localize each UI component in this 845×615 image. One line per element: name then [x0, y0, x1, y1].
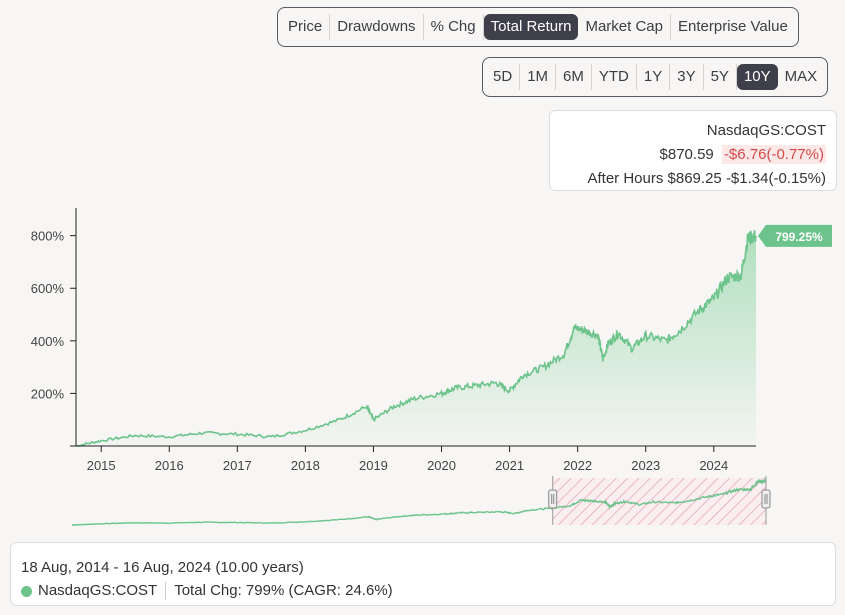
- y-tick-label: 400%: [31, 334, 65, 349]
- x-tick-label: 2022: [563, 458, 592, 473]
- after-hours-price: $869.25: [667, 170, 722, 187]
- summary-ticker: NasdaqGS:COST: [38, 582, 158, 599]
- series-color-dot: [21, 585, 32, 597]
- range-tabs: 5D 1M 6M YTD 1Y 3Y 5Y 10Y MAX: [482, 57, 829, 97]
- summary-divider: [165, 582, 167, 600]
- after-hours-label: After Hours: [587, 170, 664, 187]
- range-5d[interactable]: 5D: [486, 64, 521, 90]
- navigator-handle[interactable]: [548, 489, 558, 509]
- x-tick-label: 2018: [291, 458, 320, 473]
- summary-date-range: 18 Aug, 2014 - 16 Aug, 2024 (10.00 years…: [21, 559, 304, 576]
- tab-enterprise-value[interactable]: Enterprise Value: [678, 18, 788, 35]
- summary-panel: 18 Aug, 2014 - 16 Aug, 2024 (10.00 years…: [10, 542, 836, 606]
- quote-price: $870.59: [659, 146, 714, 163]
- y-tick-label: 600%: [31, 281, 65, 296]
- range-1m[interactable]: 1M: [520, 64, 557, 90]
- x-tick-label: 2017: [223, 458, 252, 473]
- y-tick-label: 200%: [31, 386, 65, 401]
- x-tick-label: 2024: [699, 458, 728, 473]
- navigator-handle[interactable]: [761, 489, 771, 509]
- range-10y[interactable]: 10Y: [736, 64, 778, 90]
- range-6m[interactable]: 6M: [556, 64, 592, 90]
- tab-total-return[interactable]: Total Return: [483, 14, 579, 40]
- last-value-label: 799.25%: [775, 230, 823, 244]
- x-tick-label: 2015: [87, 458, 116, 473]
- tab-price[interactable]: Price: [281, 14, 331, 40]
- quote-change: -$6.76(-0.77%): [721, 145, 826, 164]
- x-tick-label: 2019: [359, 458, 388, 473]
- y-tick-label: 800%: [31, 229, 65, 244]
- x-tick-label: 2016: [155, 458, 184, 473]
- last-value-badge: [758, 224, 832, 247]
- range-ytd[interactable]: YTD: [592, 64, 637, 90]
- total-return-area: [76, 230, 756, 446]
- x-tick-label: 2020: [427, 458, 456, 473]
- total-return-line: [75, 230, 757, 447]
- summary-total-change: Total Chg: 799% (CAGR: 24.6%): [174, 582, 393, 599]
- range-5y[interactable]: 5Y: [704, 64, 737, 90]
- total-return-chart: 800% 600% 400% 200% 2015 2016 2017 2018 2019 2020…: [31, 208, 832, 526]
- tab-market-cap[interactable]: Market Cap: [578, 14, 671, 40]
- tab-percent-change[interactable]: % Chg: [424, 14, 484, 40]
- main-plot: 800% 600% 400% 200% 2015 2016 2017 2018 2019 2020…: [31, 208, 832, 473]
- tab-drawdowns[interactable]: Drawdowns: [330, 14, 424, 40]
- range-max[interactable]: MAX: [784, 68, 818, 85]
- x-tick-label: 2023: [631, 458, 660, 473]
- quote-card: NasdaqGS:COST $870.59 -$6.76(-0.77%) Aft…: [549, 110, 837, 191]
- metric-tabs: Price Drawdowns % Chg Total Return Marke…: [277, 7, 799, 47]
- x-tick-label: 2021: [495, 458, 524, 473]
- range-3y[interactable]: 3Y: [670, 64, 704, 90]
- quote-ticker: NasdaqGS:COST: [706, 122, 826, 139]
- after-hours-change: -$1.34(-0.15%): [725, 170, 826, 187]
- navigator-line: [71, 477, 767, 526]
- range-navigator[interactable]: [71, 476, 771, 526]
- range-1y[interactable]: 1Y: [637, 64, 671, 90]
